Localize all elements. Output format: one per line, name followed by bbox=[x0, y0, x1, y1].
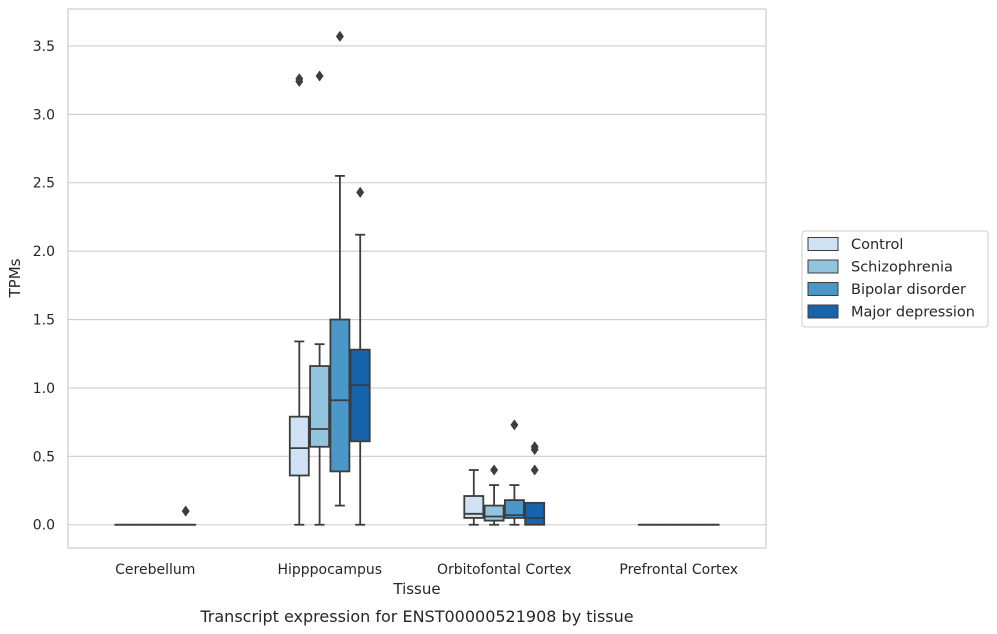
x-tick-label: Prefrontal Cortex bbox=[619, 562, 738, 578]
legend-label: Schizophrenia bbox=[851, 260, 953, 276]
box-group bbox=[349, 186, 371, 526]
box bbox=[524, 501, 546, 526]
outlier-point bbox=[356, 186, 365, 198]
legend-swatch bbox=[807, 282, 839, 296]
x-tick-label: Orbitofontal Cortex bbox=[437, 562, 572, 578]
box-group bbox=[288, 73, 310, 526]
legend-frame bbox=[801, 230, 989, 328]
legend-label: Major depression bbox=[851, 305, 975, 321]
box-group bbox=[483, 464, 505, 526]
box-group bbox=[175, 505, 197, 526]
legend-label: Bipolar disorder bbox=[851, 282, 966, 298]
y-tick-label: 3.0 bbox=[33, 107, 55, 123]
box-group bbox=[463, 469, 485, 526]
legend: Control Schizophrenia Bipolar disorder Majo… bbox=[801, 230, 989, 328]
y-axis-label: TPMs bbox=[6, 258, 24, 298]
outlier-point bbox=[530, 464, 539, 476]
box bbox=[288, 415, 310, 477]
y-tick-label: 3.5 bbox=[33, 39, 55, 55]
outlier-point bbox=[510, 419, 519, 431]
y-tick-label: 0.0 bbox=[33, 518, 55, 534]
y-tick-label: 0.5 bbox=[33, 449, 55, 465]
outlier-point bbox=[490, 464, 499, 476]
x-tick-label: Hipppocampus bbox=[277, 562, 382, 578]
box-group bbox=[329, 30, 351, 507]
y-tick-label: 2.5 bbox=[33, 176, 55, 192]
box-groups bbox=[114, 30, 720, 526]
plot-frame bbox=[67, 8, 767, 549]
box bbox=[309, 365, 331, 448]
box-group bbox=[503, 419, 525, 526]
box-group bbox=[524, 441, 546, 526]
outlier-point bbox=[530, 441, 539, 453]
legend-swatch bbox=[807, 259, 839, 274]
legend-label: Control bbox=[851, 237, 903, 253]
legend-swatch bbox=[807, 237, 839, 251]
outlier-point bbox=[315, 70, 324, 82]
y-tick-label: 1.0 bbox=[33, 381, 55, 397]
box-group bbox=[309, 70, 331, 526]
box bbox=[503, 499, 525, 519]
outlier-point bbox=[335, 30, 344, 42]
y-tick-label: 1.5 bbox=[33, 313, 55, 329]
x-axis-ticks: Cerebellum Hipppocampus Orbitofontal Corte… bbox=[115, 562, 738, 578]
y-axis-ticks: 0.0 0.5 1.0 1.5 2.0 2.5 3.0 3.5 bbox=[33, 39, 55, 534]
chart-caption: Transcript expression for ENST0000052190… bbox=[199, 607, 633, 626]
x-tick-label: Cerebellum bbox=[115, 562, 195, 578]
box bbox=[349, 348, 371, 443]
x-axis-label: Tissue bbox=[392, 580, 440, 598]
outlier-point bbox=[181, 505, 190, 517]
box bbox=[483, 504, 505, 522]
box bbox=[329, 318, 351, 473]
legend-swatch bbox=[807, 304, 839, 319]
box bbox=[463, 495, 485, 519]
outlier-point bbox=[295, 73, 304, 85]
y-tick-label: 2.0 bbox=[33, 244, 55, 260]
grid-lines bbox=[68, 45, 766, 526]
